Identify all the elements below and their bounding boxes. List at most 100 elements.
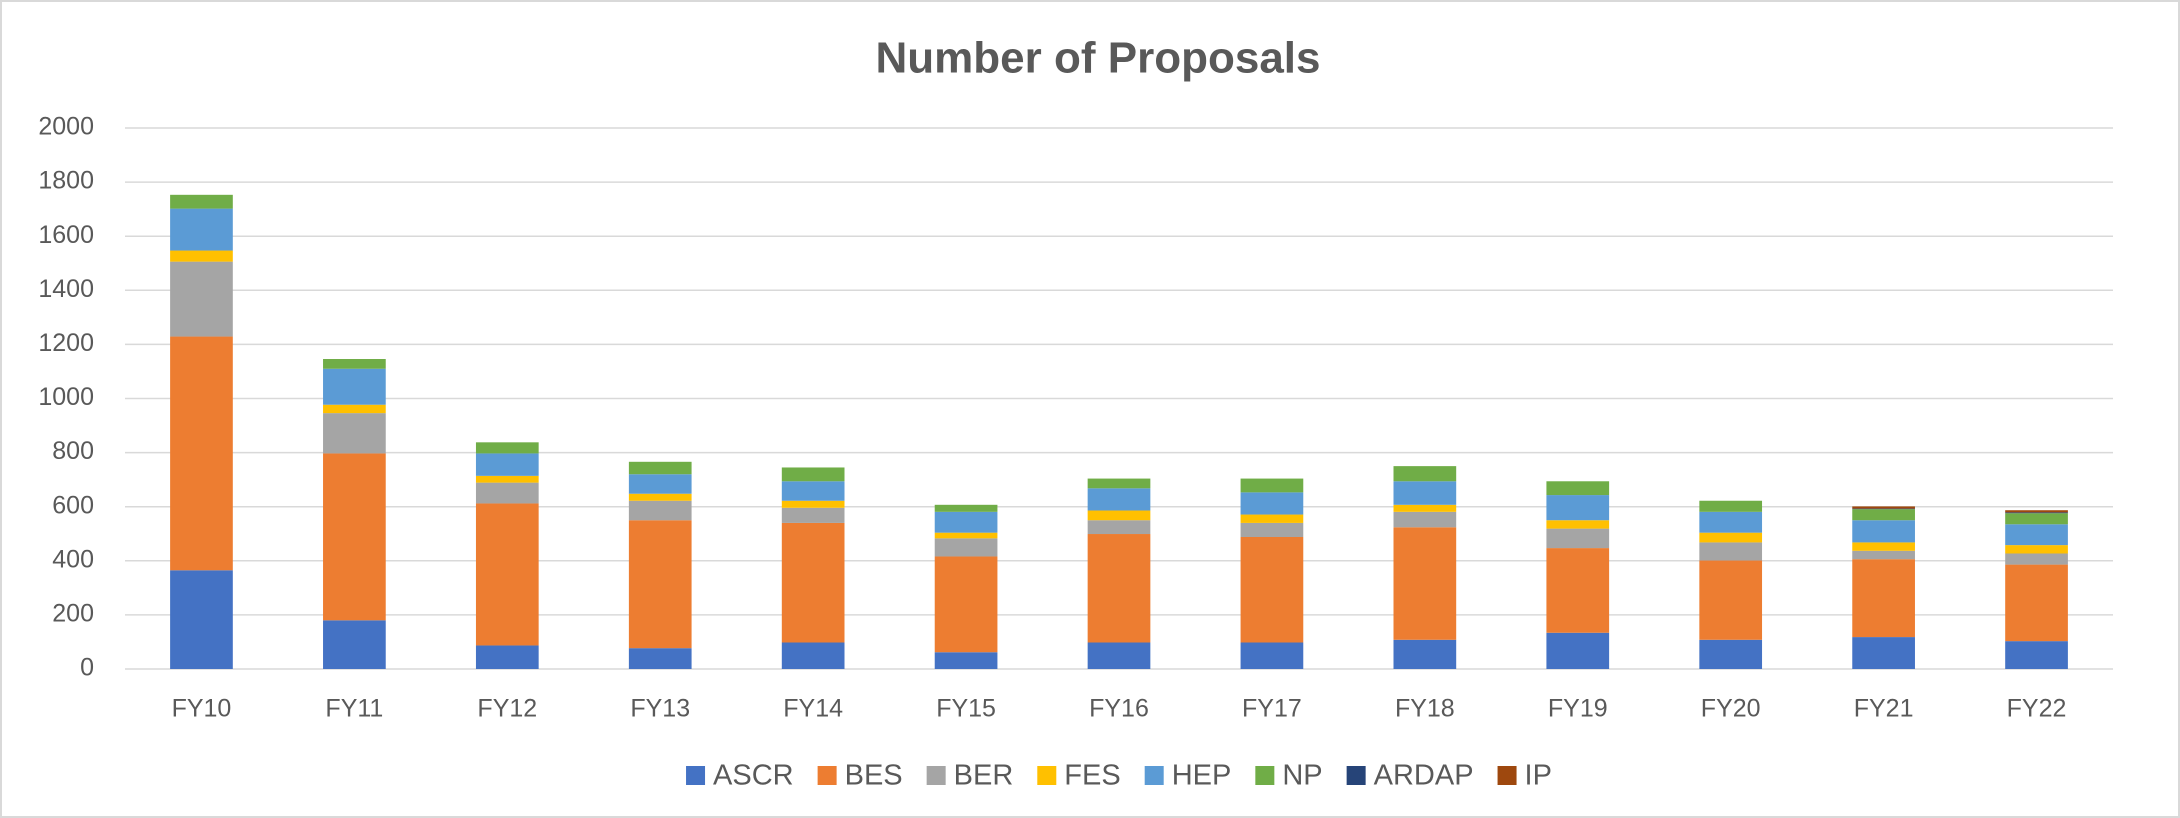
bar-segment xyxy=(1546,520,1610,529)
bar-segment xyxy=(475,475,539,483)
bar-segment xyxy=(1699,639,1763,669)
bar-segment xyxy=(1393,504,1457,512)
bar-segment xyxy=(170,250,233,262)
y-tick-label: 1800 xyxy=(38,167,94,195)
y-tick-label: 400 xyxy=(52,545,94,573)
bar-segment xyxy=(2005,564,2068,642)
bar-segment xyxy=(934,511,998,533)
bar-segment xyxy=(475,645,539,669)
bar-segment xyxy=(1699,500,1763,512)
x-tick-label: FY20 xyxy=(1701,695,1761,723)
x-tick-label: FY18 xyxy=(1395,695,1455,723)
bar-segment xyxy=(1699,532,1763,543)
bar-segment xyxy=(1240,514,1304,523)
bar-segment xyxy=(323,368,386,405)
x-tick-label: FY14 xyxy=(783,695,843,723)
y-tick-label: 2000 xyxy=(38,113,94,141)
x-tick-label: FY16 xyxy=(1089,695,1149,723)
chart-title: Number of Proposals xyxy=(876,34,1321,83)
legend-label: FES xyxy=(1064,760,1120,792)
y-tick-label: 200 xyxy=(52,600,94,628)
bar-segment xyxy=(934,504,998,512)
legend-swatch xyxy=(1144,766,1164,785)
bar-segment xyxy=(1240,522,1304,537)
bar-segment xyxy=(1393,511,1457,528)
bar-segment xyxy=(1546,481,1610,496)
bar-segment xyxy=(781,522,845,643)
bar-segment xyxy=(1852,509,1915,521)
x-tick-label: FY17 xyxy=(1242,695,1302,723)
bar-segment xyxy=(1087,642,1151,669)
bar-segment xyxy=(1852,520,1915,543)
bar-segment xyxy=(323,359,386,369)
bar-segment xyxy=(934,538,998,557)
legend-swatch xyxy=(686,766,706,785)
bar-segment xyxy=(1393,639,1457,669)
x-tick-label: FY11 xyxy=(325,695,383,723)
bar-segment xyxy=(1087,534,1151,643)
bar-segment xyxy=(323,413,386,454)
bar-segment xyxy=(2005,512,2068,514)
bar-segment xyxy=(1852,506,1915,509)
legend-swatch xyxy=(817,766,837,785)
bar-segment xyxy=(475,503,539,646)
bar-segment xyxy=(2005,553,2068,565)
bar-segment xyxy=(1087,520,1151,535)
bar-segment xyxy=(1852,550,1915,560)
y-tick-label: 0 xyxy=(80,654,94,682)
legend-swatch xyxy=(1346,766,1366,785)
bar-segment xyxy=(170,570,233,669)
bar-segment xyxy=(1240,536,1304,643)
y-tick-label: 800 xyxy=(52,437,94,465)
legend-label: IP xyxy=(1525,760,1552,792)
bar-segment xyxy=(475,482,539,504)
bar-segment xyxy=(170,208,233,251)
legend-label: BER xyxy=(954,760,1014,792)
bar-segment xyxy=(2005,524,2068,546)
bar-segment xyxy=(323,620,386,669)
bar-segment xyxy=(781,467,845,482)
y-tick-label: 1200 xyxy=(38,329,94,357)
bar-segment xyxy=(1546,528,1610,549)
bar-segment xyxy=(2005,641,2068,669)
bar-segment xyxy=(781,507,845,523)
bar-segment xyxy=(2005,510,2068,513)
bar-segment xyxy=(628,461,692,475)
legend-swatch xyxy=(1255,766,1275,785)
legend-label: BES xyxy=(845,760,903,792)
bar-segment xyxy=(2005,513,2068,525)
y-tick-label: 600 xyxy=(52,491,94,519)
bar-segment xyxy=(1393,481,1457,505)
bar-segment xyxy=(475,453,539,476)
bar-segment xyxy=(1546,495,1610,521)
bar-segment xyxy=(781,500,845,508)
bar-segment xyxy=(1240,492,1304,515)
bar-segment xyxy=(1393,527,1457,640)
bar-segment xyxy=(1087,478,1151,489)
bar-segment xyxy=(323,404,386,414)
bar-segment xyxy=(934,556,998,653)
bar-segment xyxy=(934,532,998,539)
bar-segment xyxy=(934,652,998,669)
bar-segment xyxy=(628,474,692,494)
x-tick-label: FY15 xyxy=(936,695,996,723)
bar-segment xyxy=(1546,548,1610,633)
legend-swatch xyxy=(1037,766,1057,785)
x-tick-label: FY21 xyxy=(1854,695,1914,723)
bar-segment xyxy=(1699,511,1763,533)
bar-segment xyxy=(1087,488,1151,511)
bar-segment xyxy=(628,648,692,669)
bar-segment xyxy=(170,194,233,209)
bar-segment xyxy=(323,453,386,621)
y-tick-label: 1000 xyxy=(38,383,94,411)
bar-segment xyxy=(628,493,692,501)
x-tick-label: FY13 xyxy=(630,695,690,723)
bar-segment xyxy=(1087,510,1151,521)
x-tick-label: FY10 xyxy=(172,695,232,723)
bar-segment xyxy=(1852,542,1915,551)
bar-segment xyxy=(2005,545,2068,554)
y-tick-label: 1400 xyxy=(38,275,94,303)
bar-segment xyxy=(170,261,233,337)
bar-segment xyxy=(781,481,845,501)
